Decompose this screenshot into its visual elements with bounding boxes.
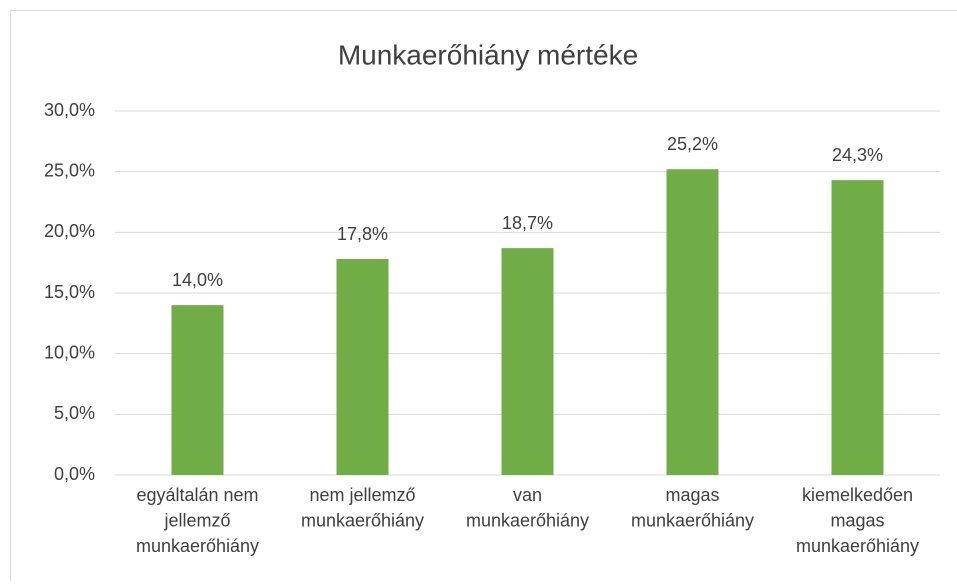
data-label: 14,0%: [172, 270, 223, 290]
data-label: 24,3%: [832, 145, 883, 165]
data-label: 17,8%: [337, 224, 388, 244]
bar: [832, 180, 884, 475]
data-label: 25,2%: [667, 134, 718, 154]
bar: [172, 305, 224, 475]
y-tick-label: 15,0%: [44, 282, 95, 302]
bar: [337, 259, 389, 475]
bar: [667, 169, 719, 475]
y-tick-label: 25,0%: [44, 160, 95, 180]
chart-title: Munkaerőhiány mértéke: [338, 39, 638, 70]
y-tick-label: 5,0%: [54, 403, 95, 423]
data-label: 18,7%: [502, 213, 553, 233]
y-tick-label: 20,0%: [44, 221, 95, 241]
y-tick-label: 0,0%: [54, 464, 95, 484]
bar: [502, 248, 554, 475]
y-tick-label: 30,0%: [44, 100, 95, 120]
y-tick-label: 10,0%: [44, 342, 95, 362]
